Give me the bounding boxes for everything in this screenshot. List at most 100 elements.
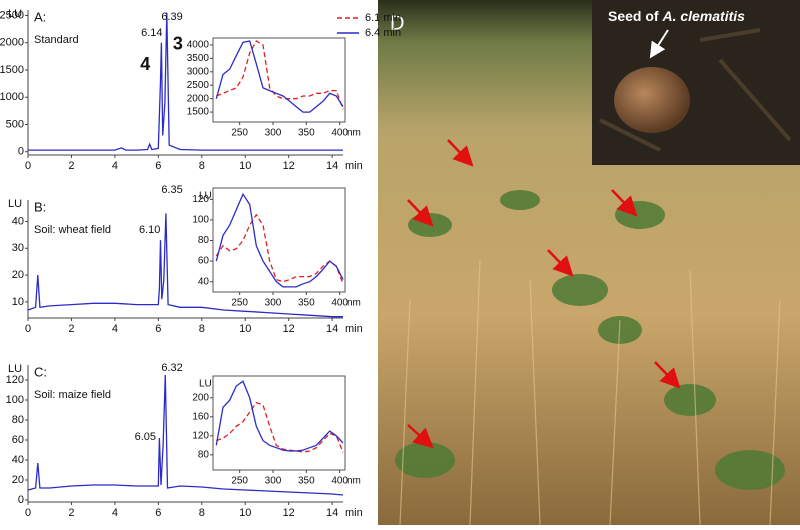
legend-label: 6.1 min	[365, 12, 401, 24]
x-tick-label: 300	[265, 298, 282, 309]
x-axis-label: nm	[347, 128, 361, 139]
y-tick-label: 120	[6, 374, 24, 386]
x-tick-label: 400	[331, 128, 348, 139]
x-tick-label: 6	[155, 507, 161, 519]
y-axis-label: LU	[8, 8, 22, 20]
x-tick-label: 10	[239, 507, 251, 519]
y-tick-label: 500	[6, 118, 24, 130]
x-tick-label: 6	[155, 323, 161, 335]
x-tick-label: 0	[25, 507, 31, 519]
y-axis-label: LU	[199, 379, 212, 390]
y-tick-label: 2500	[187, 80, 210, 91]
peak-label: 6.32	[161, 362, 182, 374]
panel-title: Soil: maize field	[34, 389, 111, 401]
x-tick-label: 250	[231, 128, 248, 139]
panel-label: A:	[34, 9, 46, 24]
x-tick-label: 350	[298, 476, 315, 487]
field-photo	[378, 0, 800, 526]
x-tick-label: 0	[25, 160, 31, 172]
spectrum-line	[27, 213, 343, 318]
x-tick-label: 14	[326, 507, 338, 519]
panel-label: D	[390, 12, 404, 34]
y-tick-label: 2000	[0, 37, 24, 49]
peak-label: 6.05	[135, 431, 156, 443]
peak-label: 6.10	[139, 224, 160, 236]
y-tick-label: 100	[192, 215, 209, 226]
x-tick-label: 10	[239, 160, 251, 172]
y-tick-label: 40	[12, 454, 24, 466]
x-tick-label: 300	[265, 128, 282, 139]
y-tick-label: 20	[12, 269, 24, 281]
x-tick-label: 350	[298, 298, 315, 309]
x-tick-label: 2	[68, 323, 74, 335]
panel-label: C:	[34, 364, 47, 379]
spectrum-line	[215, 192, 344, 288]
x-tick-label: 400	[331, 476, 348, 487]
y-tick-label: 60	[12, 434, 24, 446]
x-tick-label: 350	[298, 128, 315, 139]
spectrum-line	[215, 380, 344, 452]
y-axis-label: LU	[8, 363, 22, 375]
x-tick-label: 4	[112, 507, 118, 519]
spectrum-line	[215, 213, 344, 285]
y-tick-label: 40	[198, 276, 210, 287]
y-tick-label: 60	[198, 256, 210, 267]
x-tick-label: 8	[199, 323, 205, 335]
y-axis-label: LU	[199, 191, 212, 202]
photo-caption: Seed of A. clematitis	[608, 8, 745, 24]
y-tick-label: 120	[192, 194, 209, 205]
x-tick-label: 300	[265, 476, 282, 487]
panel-title: Soil: wheat field	[34, 224, 111, 236]
y-tick-label: 200	[192, 392, 209, 403]
spectrum-line	[27, 374, 344, 496]
legend-label: 6.4 min	[365, 27, 401, 39]
y-tick-label: 1500	[187, 107, 210, 118]
y-tick-label: 20	[12, 474, 24, 486]
peak-label: 6.35	[161, 184, 182, 196]
peak-label: 6.39	[161, 11, 182, 23]
x-tick-label: 250	[231, 298, 248, 309]
x-tick-label: 4	[112, 160, 118, 172]
x-axis-label: min	[345, 160, 363, 172]
y-tick-label: 10	[12, 296, 24, 308]
y-tick-label: 0	[18, 146, 24, 158]
x-tick-label: 12	[283, 160, 295, 172]
x-tick-label: 6	[155, 160, 161, 172]
y-tick-label: 120	[192, 430, 209, 441]
y-tick-label: 80	[198, 449, 210, 460]
x-tick-label: 4	[112, 323, 118, 335]
y-tick-label: 80	[198, 235, 210, 246]
x-tick-label: 8	[199, 507, 205, 519]
caption-species: A. clematitis	[661, 8, 745, 24]
y-tick-label: 40	[12, 215, 24, 227]
y-tick-label: 80	[12, 414, 24, 426]
peak-label: 6.14	[141, 27, 162, 39]
x-tick-label: 10	[239, 323, 251, 335]
y-tick-label: 1000	[0, 91, 24, 103]
x-tick-label: 12	[283, 323, 295, 335]
y-tick-label: 2000	[187, 93, 210, 104]
spectrum-line	[216, 401, 344, 453]
y-tick-label: 160	[192, 411, 209, 422]
x-axis-label: min	[345, 323, 363, 335]
x-axis-label: nm	[347, 298, 361, 309]
y-tick-label: 0	[18, 494, 24, 506]
x-tick-label: 400	[331, 298, 348, 309]
y-tick-label: 3000	[187, 66, 210, 77]
caption-prefix: Seed of	[608, 8, 659, 24]
x-tick-label: 12	[283, 507, 295, 519]
inset-frame	[212, 37, 346, 123]
spectrum-line	[28, 12, 343, 151]
y-tick-label: 1500	[0, 64, 24, 76]
x-axis-label: min	[345, 507, 363, 519]
y-tick-label: 30	[12, 242, 24, 254]
x-tick-label: 8	[199, 160, 205, 172]
x-tick-label: 2	[68, 160, 74, 172]
x-tick-label: 0	[25, 323, 31, 335]
y-tick-label: 4000	[187, 40, 210, 51]
panel-label: B:	[34, 199, 46, 214]
x-tick-label: 2	[68, 507, 74, 519]
panel-title: Standard	[34, 34, 79, 46]
y-tick-label: 2500	[0, 9, 24, 21]
